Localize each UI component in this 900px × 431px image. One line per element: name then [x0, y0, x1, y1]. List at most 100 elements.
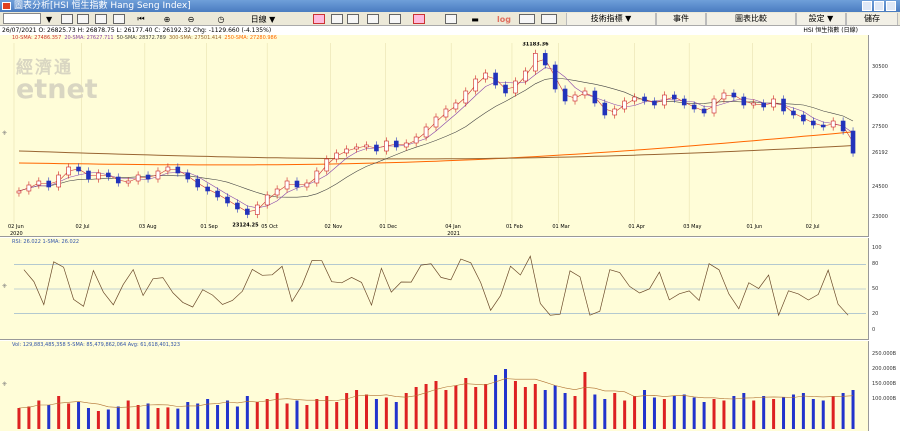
rsi-label: RSI: 26.022 1-SMA: 26.022	[12, 239, 80, 245]
sma-250-line	[18, 131, 854, 166]
dropdown-arrow-icon[interactable]: ▼	[46, 14, 53, 24]
volume-bar	[96, 411, 100, 429]
x-axis-label: 05 Oct	[261, 224, 278, 230]
volume-bar	[17, 408, 21, 429]
candle-body	[384, 140, 389, 152]
sma-legend-item: 20-SMA: 27627.711	[64, 35, 114, 41]
volume-bar	[355, 390, 359, 429]
x-axis-label: 01 Mar	[552, 224, 570, 230]
window-title: 圖表分析[HSI 恒生指數 Hang Seng Index]	[14, 1, 191, 11]
draw-line-icon[interactable]: ▬	[471, 14, 479, 24]
candle-body	[642, 96, 647, 102]
price-tick-label: 27500	[872, 124, 888, 130]
candle-body	[344, 148, 349, 154]
candlestick-icon[interactable]	[312, 13, 326, 25]
candle-body	[850, 130, 856, 154]
volume-bar	[801, 393, 805, 429]
candle-body	[681, 98, 687, 106]
candle-body	[185, 172, 191, 180]
candle-body	[751, 102, 757, 106]
symbol-label: HSI 恒生指數 (日線)	[803, 27, 858, 34]
volume-bar	[573, 396, 577, 429]
price-chart[interactable]: 31183.36 23124.25	[0, 35, 868, 237]
volume-bar	[424, 384, 428, 429]
candle-body	[612, 108, 618, 116]
rsi-panel[interactable]: RSI: 26.022 1-SMA: 26.022 ⁜	[0, 238, 868, 340]
candle-body	[453, 102, 459, 110]
volume-tick-label: 250.000B	[872, 351, 897, 357]
sma-legend-item: 300-SMA: 27501.414	[168, 35, 222, 41]
volume-bar	[444, 390, 448, 429]
rsi-chart[interactable]	[0, 238, 868, 340]
volume-bar	[126, 400, 130, 429]
candle-body	[145, 174, 151, 180]
volume-panel[interactable]: Vol: 129,883,485,358 5-SMA: 85,479,862,0…	[0, 341, 868, 431]
menu-compare[interactable]: 圖表比較	[706, 13, 796, 25]
rsi-axis: 100 80 50 20 0	[868, 238, 900, 340]
candle-body	[324, 158, 330, 172]
candle-body	[374, 144, 379, 152]
price-panel[interactable]: 經濟通 etnet 31183.36 23124.25 ⁜ 02 Jun 02 Ju…	[0, 35, 868, 237]
area-chart-icon[interactable]	[412, 13, 426, 25]
interval-select[interactable]: 日線 ▼	[250, 14, 276, 24]
resize-grip-icon[interactable]: ⁜	[2, 283, 8, 290]
menu-events[interactable]: 事件	[656, 13, 706, 25]
rsi-tick-label: 80	[872, 261, 879, 268]
volume-chart[interactable]	[0, 341, 868, 431]
volume-bar	[504, 369, 508, 429]
candle-body	[691, 104, 697, 110]
candle-body	[602, 102, 608, 116]
hand-pan-icon[interactable]	[60, 13, 74, 25]
scroll-back-icon[interactable]: ⏮	[137, 14, 145, 23]
price-tick-label: 24500	[872, 184, 888, 190]
resize-grip-icon[interactable]: ⁜	[2, 381, 8, 388]
maximize-button[interactable]	[874, 1, 884, 11]
volume-bar	[613, 393, 617, 429]
candle-body	[155, 170, 161, 180]
volume-bar	[345, 393, 349, 429]
line-chart-icon[interactable]	[388, 13, 402, 25]
log-scale-button[interactable]: log	[497, 14, 511, 24]
symbol-input[interactable]	[3, 13, 41, 24]
percent-scale-icon[interactable]	[518, 13, 536, 25]
volume-bar	[245, 396, 249, 429]
zoom-out-icon[interactable]: ⊖	[187, 14, 195, 24]
range-tool-icon[interactable]	[94, 13, 108, 25]
compare-scale-icon[interactable]	[540, 13, 558, 25]
menu-settings[interactable]: 設定 ▼	[796, 13, 846, 25]
volume-bar	[285, 403, 289, 429]
zoom-in-icon[interactable]: ⊕	[163, 14, 171, 24]
volume-bar	[782, 397, 786, 429]
volume-bar	[821, 400, 825, 429]
hand-drag-icon[interactable]	[76, 13, 90, 25]
volume-tick-label: 100.000B	[872, 396, 897, 402]
volume-bar	[841, 393, 845, 429]
minimize-button[interactable]	[862, 1, 872, 11]
volume-bar	[77, 402, 81, 429]
candle-body	[205, 186, 210, 192]
candle-filled-icon[interactable]	[330, 13, 344, 25]
grid-icon[interactable]	[444, 13, 458, 25]
volume-bar	[384, 397, 388, 429]
volume-bar	[434, 381, 438, 429]
x-axis-label: 02 Nov	[324, 224, 343, 230]
candle-body	[235, 202, 240, 210]
volume-bar	[553, 385, 557, 429]
x-axis-label: 02 Jul	[805, 224, 820, 230]
candle-body	[86, 170, 91, 180]
menu-save[interactable]: 儲存	[846, 13, 898, 25]
volume-bar	[67, 403, 71, 429]
menu-indicators[interactable]: 技術指標 ▼	[566, 13, 656, 25]
bar-ohlc-icon[interactable]	[346, 13, 360, 25]
volume-axis: 250.000B 200.000B 150.000B 100.000B	[868, 341, 900, 431]
hlc-bar-icon[interactable]	[366, 13, 380, 25]
clock-icon[interactable]: ◷	[217, 14, 225, 24]
candle-body	[840, 120, 846, 132]
close-button[interactable]	[886, 1, 896, 11]
candle-body	[473, 78, 479, 92]
volume-bar	[225, 400, 229, 429]
crosshair-icon[interactable]	[112, 13, 126, 25]
volume-bar	[146, 403, 150, 429]
volume-bar	[156, 408, 160, 429]
resize-grip-icon[interactable]: ⁜	[2, 130, 8, 137]
